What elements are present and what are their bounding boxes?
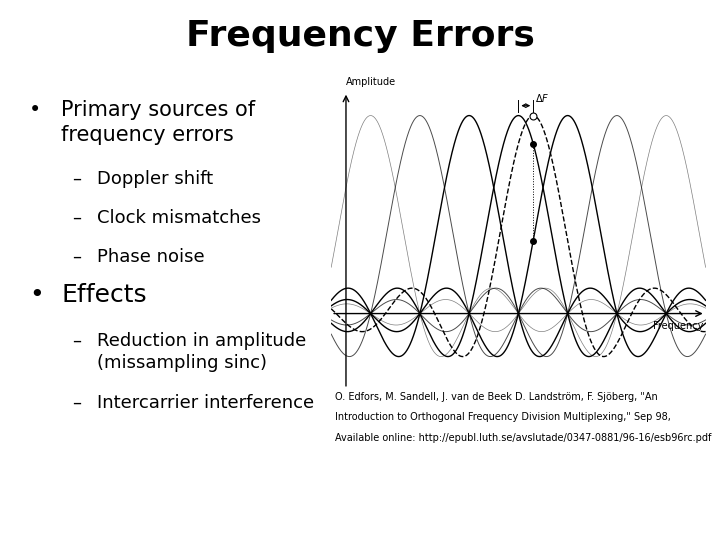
Text: Frequency Errors: Frequency Errors [186, 19, 534, 53]
Text: Reduction in amplitude
(missampling sinc): Reduction in amplitude (missampling sinc… [97, 332, 307, 372]
Text: $\Delta F$: $\Delta F$ [535, 92, 549, 104]
Text: Effects: Effects [61, 284, 147, 307]
Text: –: – [72, 394, 81, 412]
Text: Available online: http://epubl.luth.se/avslutade/0347-0881/96-16/esb96rc.pdf: Available online: http://epubl.luth.se/a… [335, 433, 711, 443]
Text: –: – [72, 170, 81, 188]
Text: Phase noise: Phase noise [97, 248, 204, 266]
Text: –: – [72, 248, 81, 266]
Text: –: – [72, 209, 81, 227]
Text: O. Edfors, M. Sandell, J. van de Beek D. Landström, F. Sjöberg, "An: O. Edfors, M. Sandell, J. van de Beek D.… [335, 392, 657, 402]
Text: –: – [72, 332, 81, 350]
Text: Doppler shift: Doppler shift [97, 170, 213, 188]
Text: •: • [29, 284, 43, 307]
Text: •: • [29, 100, 41, 120]
Text: Introduction to Orthogonal Frequency Division Multiplexing," Sep 98,: Introduction to Orthogonal Frequency Div… [335, 412, 670, 422]
Text: Amplitude: Amplitude [346, 77, 396, 87]
Text: Primary sources of
frequency errors: Primary sources of frequency errors [61, 100, 256, 145]
Text: Intercarrier interference: Intercarrier interference [97, 394, 315, 412]
Text: Clock mismatches: Clock mismatches [97, 209, 261, 227]
Text: Frequency: Frequency [653, 321, 703, 332]
